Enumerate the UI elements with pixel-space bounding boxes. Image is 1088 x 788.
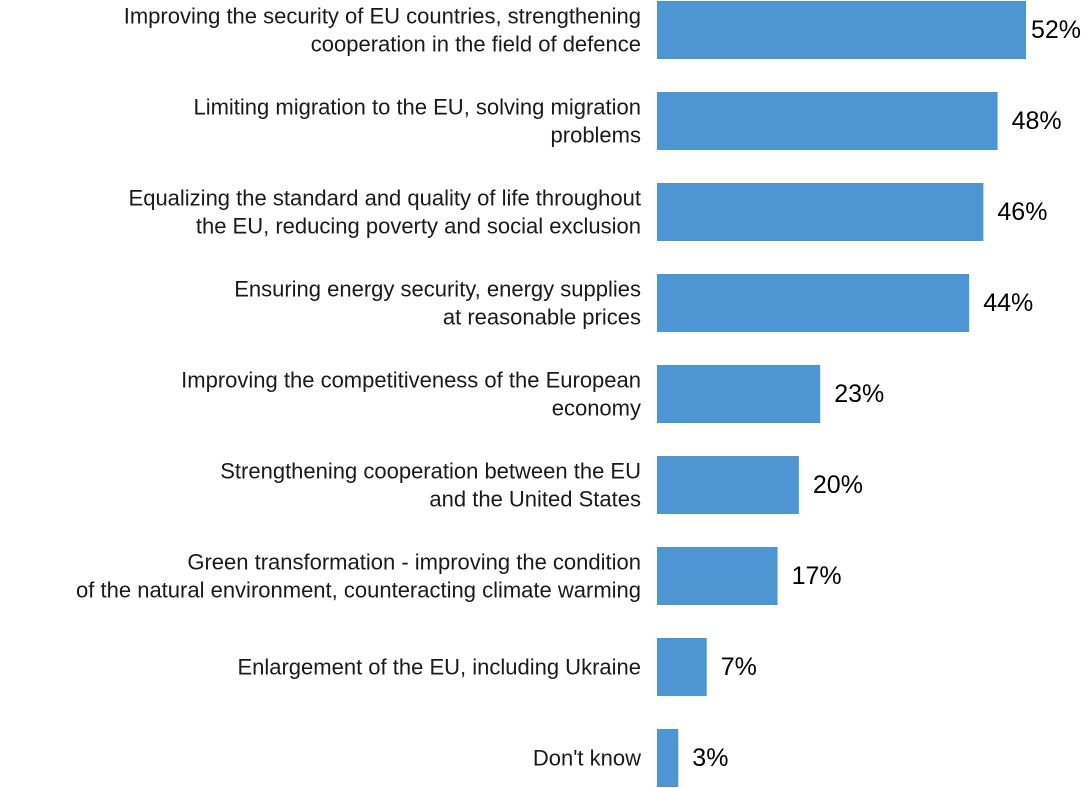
bar-8: [657, 729, 679, 787]
bar-6: [657, 547, 778, 605]
value-label-5: 20%: [813, 471, 863, 499]
value-label-8: 3%: [692, 744, 728, 772]
value-label-2: 46%: [997, 198, 1047, 226]
category-label-6-line-1: of the natural environment, counteractin…: [76, 578, 641, 603]
value-label-7: 7%: [721, 653, 757, 681]
category-label-6-line-0: Green transformation - improving the con…: [187, 550, 641, 575]
bars-group: [657, 1, 1026, 787]
value-label-4: 23%: [834, 380, 884, 408]
value-label-1: 48%: [1012, 107, 1062, 135]
category-label-0-line-0: Improving the security of EU countries, …: [124, 4, 641, 29]
category-label-4-line-0: Improving the competitiveness of the Eur…: [181, 368, 641, 393]
category-label-1-line-0: Limiting migration to the EU, solving mi…: [193, 95, 641, 120]
category-label-3-line-0: Ensuring energy security, energy supplie…: [234, 277, 641, 302]
value-labels-group: 52% 48% 46% 44% 23% 20% 17% 7% 3%: [692, 16, 1081, 772]
value-label-3: 44%: [983, 289, 1033, 317]
category-label-5-line-0: Strengthening cooperation between the EU: [220, 459, 641, 484]
category-label-4-line-1: economy: [552, 396, 641, 421]
bar-7: [657, 638, 707, 696]
category-labels-group: Improving the security of EU countries, …: [76, 4, 641, 771]
bar-2: [657, 183, 984, 241]
category-label-3-line-1: at reasonable prices: [443, 305, 641, 330]
category-label-0-line-1: cooperation in the field of defence: [311, 32, 641, 57]
category-label-2-line-1: the EU, reducing poverty and social excl…: [196, 214, 641, 239]
bar-0: [657, 1, 1026, 59]
bar-5: [657, 456, 799, 514]
value-label-6: 17%: [792, 562, 842, 590]
category-label-7-line-0: Enlargement of the EU, including Ukraine: [237, 655, 641, 680]
category-label-1-line-1: problems: [551, 123, 641, 148]
bar-4: [657, 365, 821, 423]
category-label-5-line-1: and the United States: [429, 487, 641, 512]
category-label-2-line-0: Equalizing the standard and quality of l…: [129, 186, 641, 211]
bar-1: [657, 92, 998, 150]
category-label-8-line-0: Don't know: [533, 746, 641, 771]
bar-3: [657, 274, 970, 332]
value-label-0: 52%: [1031, 16, 1081, 44]
